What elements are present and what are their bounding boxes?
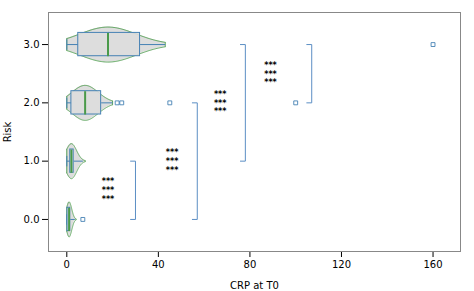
svg-text:0.0: 0.0 [24,214,40,225]
svg-text:Risk: Risk [2,121,13,142]
svg-text:0: 0 [64,259,70,270]
svg-text:CRP at T0: CRP at T0 [230,280,279,291]
svg-text:*********: ********* [102,177,115,204]
svg-text:*********: ********* [166,148,179,175]
svg-text:*********: ********* [214,90,227,117]
svg-text:1.0: 1.0 [24,155,40,166]
svg-text:120: 120 [332,259,351,270]
svg-text:80: 80 [244,259,257,270]
svg-text:3.0: 3.0 [24,39,40,50]
svg-text:40: 40 [152,259,165,270]
svg-text:*********: ********* [264,61,277,88]
svg-text:2.0: 2.0 [24,97,40,108]
svg-text:160: 160 [423,259,442,270]
